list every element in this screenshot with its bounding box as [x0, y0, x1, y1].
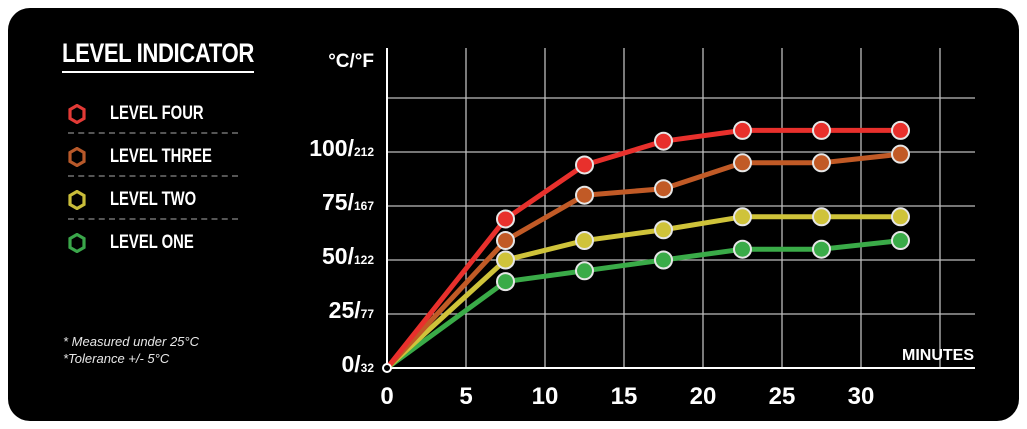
- data-point: [496, 231, 515, 251]
- legend-label: LEVEL FOUR: [110, 103, 204, 124]
- legend-separator: [68, 132, 238, 134]
- x-tick-label: 0: [380, 383, 393, 410]
- series-line: [384, 214, 903, 371]
- x-tick-label: 10: [532, 383, 559, 410]
- x-tick-label: 5: [459, 383, 472, 410]
- data-point: [575, 185, 594, 205]
- data-point: [575, 155, 594, 175]
- measurement-note: * Measured under 25°C: [63, 334, 199, 349]
- legend-separator: [68, 175, 238, 177]
- y-tick-label: 100/212: [309, 135, 374, 161]
- data-point: [654, 250, 673, 270]
- data-point: [812, 120, 831, 140]
- y-axis-title: °C/°F: [328, 51, 374, 72]
- legend-label: LEVEL ONE: [110, 232, 194, 253]
- y-tick-label: 75/167: [322, 189, 374, 215]
- data-point: [496, 272, 515, 292]
- data-point: [812, 207, 831, 227]
- legend-label: LEVEL THREE: [110, 146, 212, 167]
- data-point: [496, 250, 515, 270]
- tolerance-note: *Tolerance +/- 5°C: [63, 351, 170, 366]
- y-tick-label: 0/32: [341, 351, 374, 377]
- data-point: [496, 209, 515, 229]
- data-point: [891, 207, 910, 227]
- legend-title-underline: [62, 71, 254, 73]
- legend-item-level-three: LEVEL THREE: [68, 144, 241, 170]
- data-point: [654, 179, 673, 199]
- y-tick-label: 50/122: [322, 243, 374, 269]
- x-tick-label: 15: [611, 383, 638, 410]
- data-point: [891, 144, 910, 164]
- legend-item-level-one: LEVEL ONE: [68, 230, 217, 256]
- origin-point: [382, 363, 392, 373]
- hexagon-icon: [68, 147, 86, 167]
- data-point: [812, 239, 831, 259]
- legend-label: LEVEL TWO: [110, 189, 197, 210]
- data-point: [733, 120, 752, 140]
- legend-item-level-two: LEVEL TWO: [68, 187, 220, 213]
- data-point: [575, 261, 594, 281]
- y-tick-label: 25/77: [329, 297, 375, 323]
- x-axis-title: MINUTES: [902, 347, 974, 364]
- legend-separator: [68, 218, 238, 220]
- hexagon-icon: [68, 190, 86, 210]
- hexagon-icon: [68, 104, 86, 124]
- data-point: [654, 131, 673, 151]
- legend-title: LEVEL INDICATOR: [62, 38, 254, 68]
- data-point: [891, 231, 910, 251]
- data-point: [733, 153, 752, 173]
- x-tick-label: 25: [769, 383, 796, 410]
- data-point: [733, 239, 752, 259]
- x-tick-label: 30: [848, 383, 875, 410]
- data-point: [654, 220, 673, 240]
- data-point: [575, 231, 594, 251]
- hexagon-icon: [68, 233, 86, 253]
- legend-item-level-four: LEVEL FOUR: [68, 101, 230, 127]
- x-tick-label: 20: [690, 383, 717, 410]
- data-point: [812, 153, 831, 173]
- data-point: [733, 207, 752, 227]
- data-point: [891, 120, 910, 140]
